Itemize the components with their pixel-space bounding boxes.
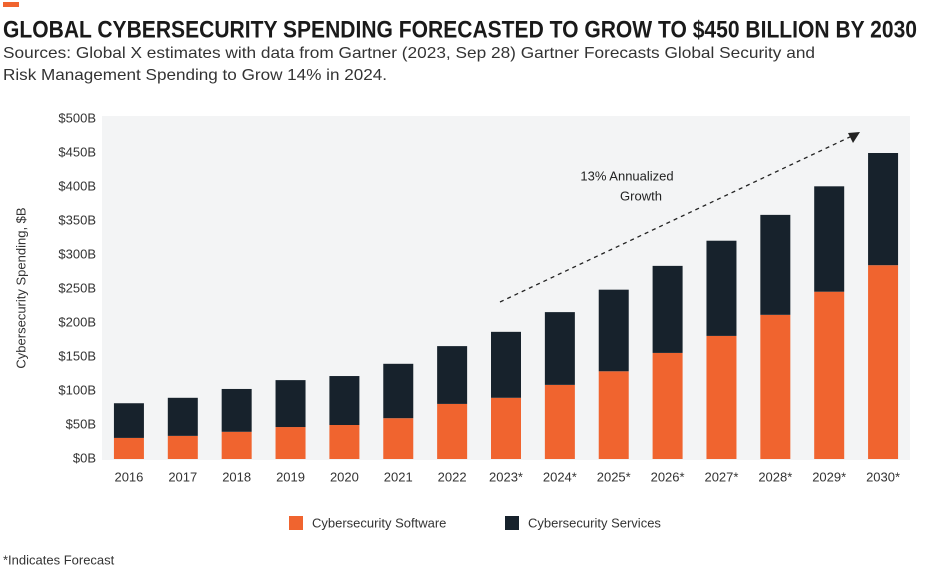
x-tick-label: 2018: [222, 469, 251, 484]
bar-segment: [275, 427, 306, 459]
bar-segment: [383, 363, 414, 419]
bar-segment: [167, 397, 198, 436]
y-tick-label: $200B: [58, 314, 96, 329]
x-tick-label: 2028*: [758, 469, 792, 484]
subtitle: Risk Management Spending to Grow 14% in …: [3, 67, 387, 84]
bar-segment: [652, 265, 683, 353]
bar-segment: [221, 388, 252, 432]
bar-segment: [329, 425, 360, 459]
y-tick-label: $150B: [58, 348, 96, 363]
x-tick-label: 2017: [168, 469, 197, 484]
bar-segment: [868, 153, 899, 266]
bar-segment: [491, 331, 521, 398]
x-tick-label: 2024*: [543, 469, 577, 484]
y-tick-label: $50B: [66, 416, 96, 431]
bar-segment: [760, 314, 791, 459]
legend-label: Cybersecurity Services: [528, 515, 661, 530]
y-axis-label: Cybersecurity Spending, $B: [13, 207, 28, 368]
x-tick-label: 2029*: [812, 469, 846, 484]
arrow-head: [848, 132, 860, 143]
bar-segment: [598, 371, 629, 459]
bar-segment: [706, 240, 737, 336]
accent-bar: [3, 2, 19, 7]
y-tick-label: $0B: [73, 450, 96, 465]
subtitle: Sources: Global X estimates with data fr…: [3, 45, 815, 62]
bar-segment: [868, 265, 899, 459]
x-tick-label: 2021: [384, 469, 413, 484]
y-tick-label: $450B: [58, 144, 96, 159]
bar-segment: [491, 397, 521, 459]
bar-segment: [113, 437, 144, 459]
bar-segment: [706, 335, 737, 459]
bar-segment: [275, 380, 306, 428]
x-tick-label: 2019: [276, 469, 305, 484]
annotation: 13% Annualized: [580, 168, 673, 183]
bar-segment: [760, 214, 791, 315]
bar-segment: [544, 384, 575, 459]
x-tick-label: 2026*: [651, 469, 685, 484]
bar-segment: [167, 435, 198, 459]
bar-segment: [814, 186, 845, 292]
bar-segment: [814, 291, 845, 459]
y-tick-label: $250B: [58, 280, 96, 295]
x-tick-label: 2023*: [489, 469, 523, 484]
x-tick-label: 2020: [330, 469, 359, 484]
y-tick-label: $300B: [58, 246, 96, 261]
bar-segment: [221, 431, 252, 459]
x-tick-label: 2022: [438, 469, 467, 484]
footnote: *Indicates Forecast: [3, 552, 115, 567]
chart-title: GLOBAL CYBERSECURITY SPENDING FORECASTED…: [3, 16, 917, 43]
legend-swatch: [289, 516, 303, 530]
annotation: Growth: [620, 188, 662, 203]
y-tick-label: $500B: [58, 110, 96, 125]
bar-segment: [544, 312, 575, 385]
y-tick-label: $100B: [58, 382, 96, 397]
bar-segment: [652, 352, 683, 459]
legend-swatch: [505, 516, 519, 530]
y-tick-label: $400B: [58, 178, 96, 193]
x-tick-label: 2016: [114, 469, 143, 484]
trend-arrow: [499, 135, 853, 303]
bar-segment: [113, 403, 144, 438]
legend-label: Cybersecurity Software: [312, 515, 446, 530]
bar-segment: [598, 289, 629, 372]
x-tick-label: 2025*: [597, 469, 631, 484]
bar-segment: [329, 376, 360, 425]
x-tick-label: 2030*: [866, 469, 900, 484]
bar-segment: [437, 346, 468, 404]
bar-segment: [383, 418, 414, 459]
x-tick-label: 2027*: [704, 469, 738, 484]
bar-segment: [437, 403, 468, 459]
y-tick-label: $350B: [58, 212, 96, 227]
